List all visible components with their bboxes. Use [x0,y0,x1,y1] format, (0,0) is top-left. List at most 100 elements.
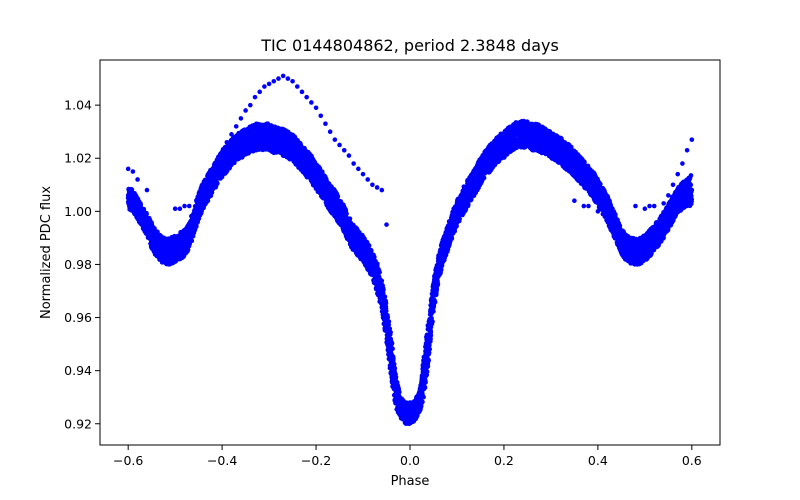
data-point [239,129,245,134]
data-point [371,257,376,263]
data-point [383,308,388,314]
data-point [217,175,222,181]
data-point [257,122,263,127]
data-point [155,232,161,237]
data-point [180,255,185,260]
data-point [183,234,188,240]
data-point [203,199,209,205]
data-point [140,222,146,228]
data-point [216,164,221,169]
data-point [384,313,390,318]
data-point [254,127,259,133]
data-point [445,242,451,248]
data-point [174,257,179,262]
data-point [422,385,428,390]
data-point [281,131,286,137]
data-point [403,403,409,408]
data-point [238,151,244,156]
data-point [304,168,309,173]
data-point [225,144,231,150]
data-point [427,316,432,322]
data-point [333,206,338,212]
data-point [243,144,249,150]
data-point [437,272,443,277]
data-point [235,133,240,139]
data-point [403,415,408,421]
data-point [224,168,230,174]
data-point [211,162,217,168]
data-point [290,140,296,146]
data-point [239,155,245,160]
data-point [213,183,219,188]
data-point [417,392,423,397]
data-point [271,142,277,147]
data-point [174,238,179,244]
data-point [324,183,329,188]
data-point [438,263,444,268]
data-point [432,277,437,282]
data-point [300,150,305,156]
data-point [433,286,439,292]
data-point [432,299,438,305]
data-point [391,365,397,370]
data-point [244,135,249,140]
data-point [131,194,137,200]
data-point [192,227,198,233]
data-point [225,161,231,167]
data-point [389,375,395,380]
data-point [150,246,155,252]
data-point [431,281,436,287]
data-point [385,334,390,339]
data-point [231,160,236,166]
data-point [377,269,382,275]
data-point [166,252,172,258]
data-point [408,420,413,426]
data-point [385,326,390,332]
data-point [248,141,254,147]
data-point [357,230,362,235]
data-point [207,190,213,196]
data-point [371,252,376,258]
data-point [374,279,380,285]
data-point [426,350,432,356]
data-point [333,191,339,196]
data-point [187,237,193,242]
data-point [309,177,315,183]
data-point [455,197,460,203]
data-point [418,388,423,393]
data-point [456,218,461,223]
data-point [295,138,300,144]
data-points [125,73,695,427]
data-point [163,241,169,246]
data-point [417,408,423,413]
data-point [272,128,278,134]
data-point [382,301,387,306]
data-point [197,212,203,218]
data-point [319,171,324,176]
data-point [268,129,273,135]
data-point [395,394,400,400]
data-point [323,176,329,182]
data-point [403,421,409,426]
data-point [390,346,395,352]
data-point [347,217,353,222]
data-point [389,342,394,348]
data-point [302,145,307,151]
data-point [202,186,207,191]
data-point [285,129,291,135]
data-point [137,202,143,208]
data-point [192,214,197,220]
data-point [423,378,428,383]
data-point [147,218,152,224]
data-point [431,309,436,314]
data-point [315,166,320,171]
data-point [384,339,389,345]
data-point [346,222,352,228]
data-point [428,329,434,335]
data-point [290,132,295,138]
data-point [398,413,403,418]
data-point [187,223,193,229]
data-point [425,364,431,369]
